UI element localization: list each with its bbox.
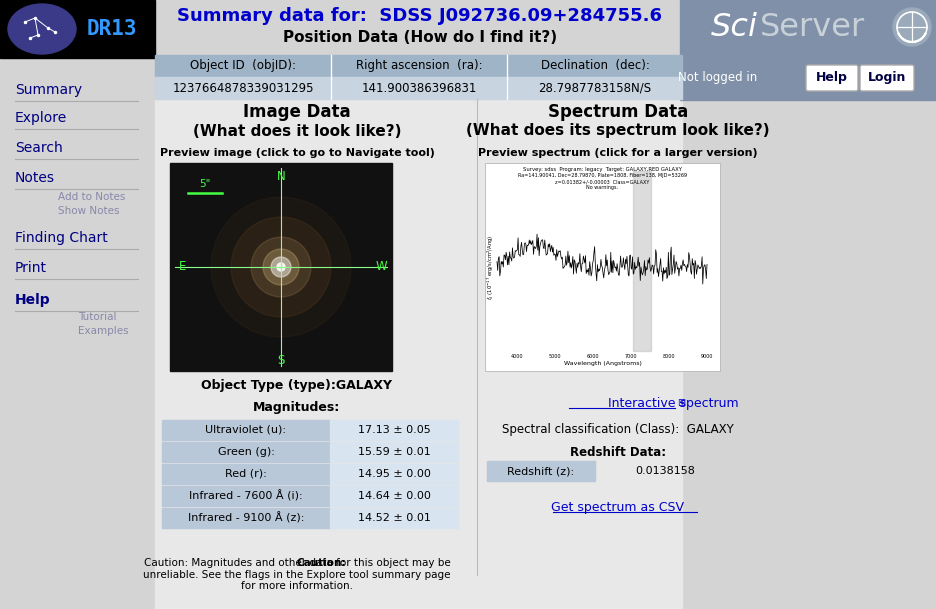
Text: Explore: Explore — [15, 111, 67, 125]
Bar — [154, 99, 681, 609]
Text: 8000: 8000 — [662, 353, 675, 359]
Text: Notes: Notes — [15, 171, 55, 185]
Text: Add to Notes: Add to Notes — [58, 192, 125, 202]
Text: z=0.01382+/-0.00003  Class=GALAXY: z=0.01382+/-0.00003 Class=GALAXY — [555, 180, 649, 185]
Bar — [162, 442, 329, 462]
Text: (What does it look like?): (What does it look like?) — [193, 124, 401, 138]
Text: Ultraviolet (u):: Ultraviolet (u): — [205, 425, 286, 435]
Text: Survey: sdss  Program: legacy  Target: GALAXY,RED GALAXY: Survey: sdss Program: legacy Target: GAL… — [522, 167, 681, 172]
Text: Finding Chart: Finding Chart — [15, 231, 108, 245]
Text: 28.7987783158N/S: 28.7987783158N/S — [538, 82, 651, 94]
Text: Infrared - 9100 Å (z):: Infrared - 9100 Å (z): — [187, 512, 304, 524]
Text: Show Notes: Show Notes — [58, 206, 120, 216]
Text: Red (r):: Red (r): — [225, 469, 267, 479]
Bar — [162, 464, 329, 484]
Text: S: S — [277, 354, 285, 367]
Text: Sci: Sci — [710, 13, 757, 43]
Bar — [162, 486, 329, 506]
Circle shape — [251, 237, 311, 297]
Text: 0.0138158: 0.0138158 — [635, 466, 695, 476]
Text: 1237664878339031295: 1237664878339031295 — [172, 82, 314, 94]
Text: 6000: 6000 — [586, 353, 599, 359]
Text: N: N — [276, 169, 285, 183]
Text: Right ascension  (ra):: Right ascension (ra): — [356, 60, 482, 72]
Text: 14.64 ± 0.00: 14.64 ± 0.00 — [358, 491, 430, 501]
Text: 17.13 ± 0.05: 17.13 ± 0.05 — [358, 425, 430, 435]
Text: Login: Login — [867, 71, 905, 85]
Text: Get spectrum as CSV: Get spectrum as CSV — [551, 501, 684, 513]
Text: 4000: 4000 — [510, 353, 522, 359]
Text: Object Type (type):GALAXY: Object Type (type):GALAXY — [201, 379, 392, 392]
Text: Position Data (How do I find it?): Position Data (How do I find it?) — [283, 30, 557, 46]
Text: Summary data for:  SDSS J092736.09+284755.6: Summary data for: SDSS J092736.09+284755… — [177, 7, 662, 25]
Bar — [162, 508, 329, 528]
Text: Examples: Examples — [78, 326, 128, 336]
Text: Interactive spectrum: Interactive spectrum — [607, 396, 738, 409]
Text: Help: Help — [15, 293, 51, 307]
Bar — [487, 461, 594, 481]
Text: Preview spectrum (click for a larger version): Preview spectrum (click for a larger ver… — [477, 148, 757, 158]
Text: 141.900386396831: 141.900386396831 — [361, 82, 476, 94]
Bar — [0, 0, 154, 58]
Bar — [162, 420, 329, 440]
Bar — [329, 486, 458, 506]
Bar — [169, 163, 391, 371]
Bar — [329, 442, 458, 462]
Text: Caution: Magnitudes and other data for this object may be
unreliable. See the fl: Caution: Magnitudes and other data for t… — [143, 558, 450, 591]
Bar — [633, 171, 651, 351]
Text: Preview image (click to go to Navigate tool): Preview image (click to go to Navigate t… — [159, 148, 434, 158]
Text: Search: Search — [15, 141, 63, 155]
Bar — [329, 420, 458, 440]
Text: No warnings.: No warnings. — [586, 185, 618, 189]
Text: Green (g):: Green (g): — [217, 447, 274, 457]
Text: Object ID  (objID):: Object ID (objID): — [190, 60, 296, 72]
FancyBboxPatch shape — [805, 65, 857, 91]
Text: Spectrum Data: Spectrum Data — [548, 103, 687, 121]
Text: Not logged in: Not logged in — [678, 71, 757, 85]
Bar — [154, 77, 681, 99]
Bar — [329, 508, 458, 528]
Text: 14.95 ± 0.00: 14.95 ± 0.00 — [358, 469, 430, 479]
Text: Ra=141.90041, Dec=28.79870, Plate=1808, Fiber=138, MJD=53269: Ra=141.90041, Dec=28.79870, Plate=1808, … — [518, 174, 686, 178]
Ellipse shape — [8, 4, 76, 54]
Text: ⊞: ⊞ — [677, 398, 684, 408]
Text: Infrared - 7600 Å (i):: Infrared - 7600 Å (i): — [189, 490, 302, 502]
Text: (What does its spectrum look like?): (What does its spectrum look like?) — [466, 124, 769, 138]
Text: 15.59 ± 0.01: 15.59 ± 0.01 — [358, 447, 430, 457]
FancyBboxPatch shape — [859, 65, 913, 91]
Text: $f_\lambda$ (10$^{-17}$ erg/s/cm$^2$/Ang): $f_\lambda$ (10$^{-17}$ erg/s/cm$^2$/Ang… — [486, 234, 496, 300]
Text: 9000: 9000 — [700, 353, 712, 359]
Bar — [680, 0, 936, 100]
Text: Redshift (z):: Redshift (z): — [507, 466, 574, 476]
Text: Magnitudes:: Magnitudes: — [253, 401, 341, 414]
Text: DR13: DR13 — [87, 19, 137, 39]
Bar — [0, 0, 154, 609]
Bar — [485, 163, 719, 371]
Text: Image Data: Image Data — [243, 103, 350, 121]
Text: Help: Help — [815, 71, 847, 85]
Circle shape — [231, 217, 330, 317]
Text: W: W — [374, 261, 387, 273]
Text: Print: Print — [15, 261, 47, 275]
Text: Caution:: Caution: — [297, 558, 346, 568]
Circle shape — [277, 263, 285, 271]
Text: Server: Server — [759, 13, 864, 43]
Text: Spectral classification (Class):  GALAXY: Spectral classification (Class): GALAXY — [502, 423, 733, 437]
Text: Wavelength (Angstroms): Wavelength (Angstroms) — [563, 361, 641, 365]
Text: Summary: Summary — [15, 83, 82, 97]
Bar — [329, 464, 458, 484]
Circle shape — [271, 257, 291, 277]
Text: Tutorial: Tutorial — [78, 312, 116, 322]
Text: 14.52 ± 0.01: 14.52 ± 0.01 — [358, 513, 430, 523]
Circle shape — [263, 249, 299, 285]
Text: Declination  (dec):: Declination (dec): — [540, 60, 649, 72]
Circle shape — [892, 8, 930, 46]
Text: 5": 5" — [199, 179, 211, 189]
Text: 5000: 5000 — [548, 353, 561, 359]
Text: E: E — [179, 261, 186, 273]
Bar — [154, 55, 681, 77]
Text: Redshift Data:: Redshift Data: — [569, 446, 665, 459]
Text: 7000: 7000 — [624, 353, 636, 359]
